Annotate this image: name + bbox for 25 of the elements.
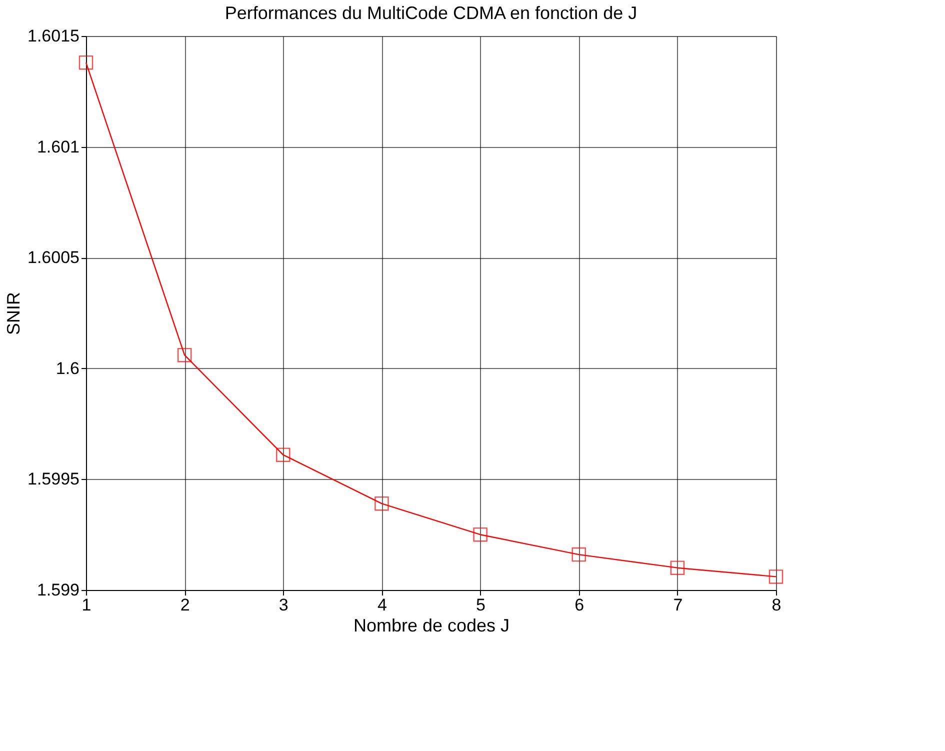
x-tick-label: 4 <box>377 596 387 614</box>
y-axis-title: SNIR <box>4 292 24 336</box>
x-axis-title: Nombre de codes J <box>353 616 510 636</box>
x-tick-label: 2 <box>180 596 190 614</box>
y-tick-label: 1.599 <box>36 580 80 600</box>
x-tick-label: 3 <box>278 596 288 614</box>
point <box>473 527 488 542</box>
x-tick-label: 1 <box>82 596 92 614</box>
point <box>374 496 389 511</box>
point <box>276 448 290 462</box>
y-tick-label: 1.6015 <box>28 26 80 46</box>
x-tick-label: 7 <box>673 596 683 614</box>
x-tick-label: 6 <box>574 596 584 614</box>
y-tick-label: 1.6005 <box>28 248 80 268</box>
x-tick-label: 5 <box>476 596 486 614</box>
point <box>670 560 685 575</box>
x-tick-label: 8 <box>772 596 782 614</box>
y-tick-label: 1.601 <box>36 137 80 156</box>
point <box>78 55 94 70</box>
point <box>177 348 192 362</box>
chart-title: Performances du MultiCode CDMA en fonction de J <box>224 3 638 23</box>
y-tick-label: 1.5995 <box>28 470 80 489</box>
point <box>572 547 586 562</box>
y-tick-label: 1.6 <box>56 358 80 378</box>
point <box>768 570 784 584</box>
